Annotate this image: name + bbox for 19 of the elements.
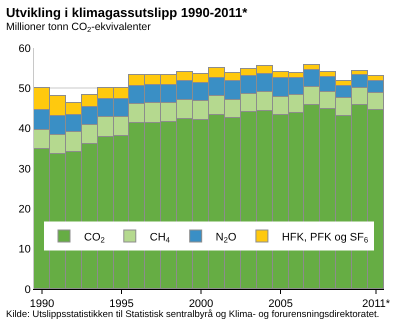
x-tick-label: 1990 [30,298,54,310]
text: Kilde: Utslippsstatistikken til Statistisk sentralbyrå og Klima- og forurensningsdirektoratet. [6,309,380,320]
x-tick-label: 2000 [188,298,214,310]
y-tick-label: 0 [24,284,31,296]
chart-title: Utvikling i klimagassutslipp 1990-2011* [6,5,248,20]
x-tick-label: 1995 [109,298,134,310]
legend-label: CH$_{4}$ [150,231,171,245]
y-tick-label: 30 [18,163,31,176]
legend-label: CO$_{2}$ [84,231,105,245]
legend-label: N$_{2}$O [216,231,237,245]
y-tick-label: 20 [18,204,31,216]
chart-subtitle: Millioner tonn CO$_{2}$-ekvivalenter [6,21,152,34]
y-tick-label: 50 [18,83,31,96]
y-tick-label: 10 [18,244,31,256]
x-tick-label: 2011* [362,298,391,310]
y-tick-label: 60 [18,42,31,55]
x-tick-label: 2005 [268,298,293,310]
y-tick-label: 40 [18,123,31,136]
legend-label: HFK, PFK og SF$_{6}$ [282,231,368,245]
